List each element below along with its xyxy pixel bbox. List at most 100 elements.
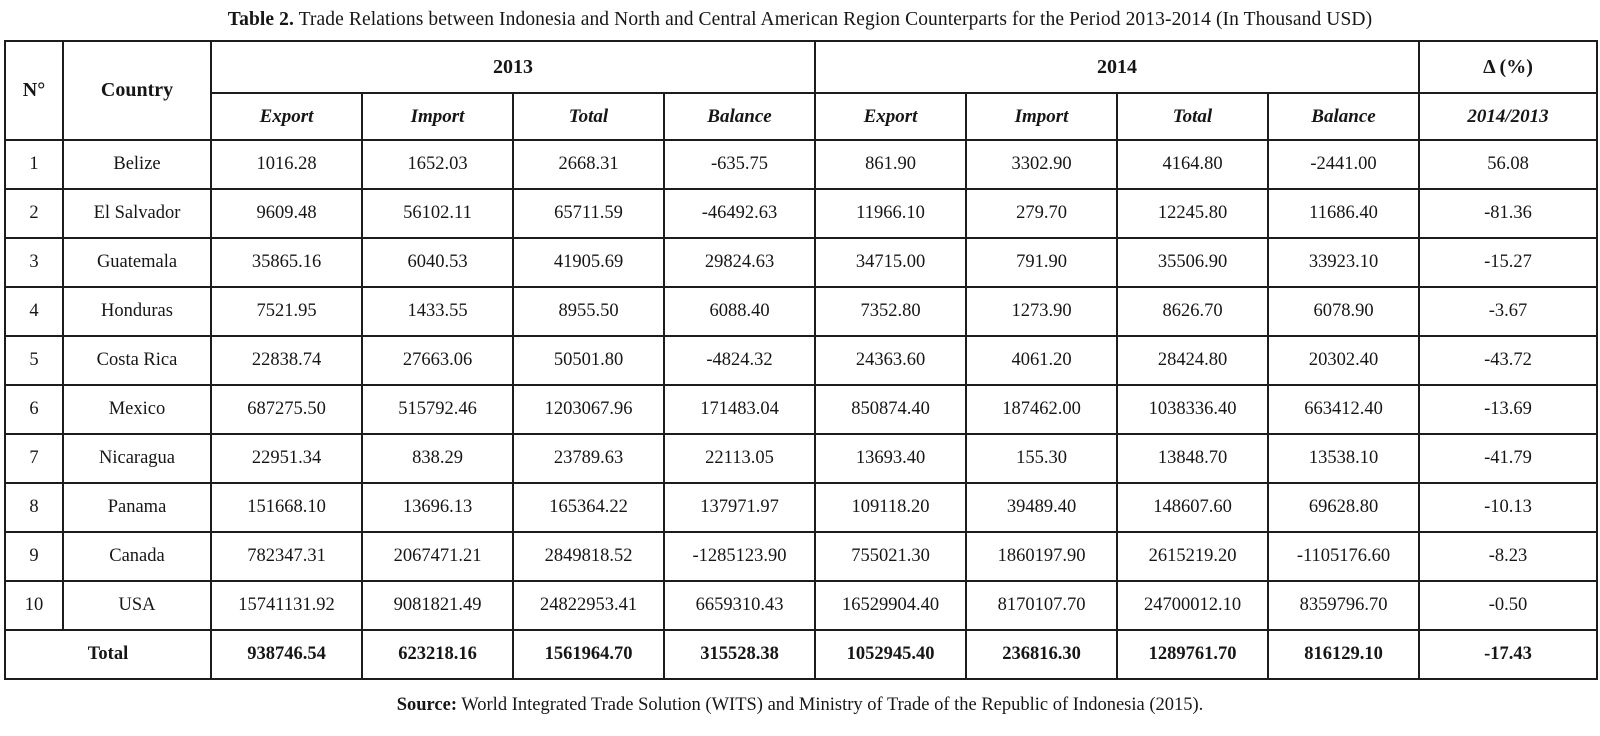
table-row: 1 Belize 1016.28 1652.03 2668.31 -635.75…	[4, 139, 1598, 190]
value-cell: 1652.03	[361, 139, 514, 190]
value-cell: 13848.70	[1116, 433, 1269, 484]
table-row: 8 Panama 151668.10 13696.13 165364.22 13…	[4, 482, 1598, 533]
value-cell: 1273.90	[965, 286, 1118, 337]
value-cell: 34715.00	[814, 237, 967, 288]
value-cell: -0.50	[1418, 580, 1598, 631]
value-cell: 22113.05	[663, 433, 816, 484]
total-value-cell: 1289761.70	[1116, 629, 1269, 680]
value-cell: 791.90	[965, 237, 1118, 288]
value-cell: 279.70	[965, 188, 1118, 239]
total-value-cell: 315528.38	[663, 629, 816, 680]
value-cell: 35506.90	[1116, 237, 1269, 288]
country-cell: USA	[62, 580, 212, 631]
value-cell: -1285123.90	[663, 531, 816, 582]
total-label-cell: Total	[4, 629, 212, 680]
source-note: Source: World Integrated Trade Solution …	[4, 680, 1596, 716]
row-number-cell: 7	[4, 433, 64, 484]
value-cell: 13693.40	[814, 433, 967, 484]
value-cell: 56102.11	[361, 188, 514, 239]
total-value-cell: 236816.30	[965, 629, 1118, 680]
source-label: Source:	[396, 695, 457, 715]
header-year-2014: 2014	[814, 40, 1420, 94]
value-cell: 20302.40	[1267, 335, 1420, 386]
value-cell: 109118.20	[814, 482, 967, 533]
value-cell: 151668.10	[210, 482, 363, 533]
row-number-cell: 1	[4, 139, 64, 190]
value-cell: 15741131.92	[210, 580, 363, 631]
row-number-cell: 3	[4, 237, 64, 288]
total-row: Total 938746.54 623218.16 1561964.70 315…	[4, 629, 1598, 680]
country-cell: Panama	[62, 482, 212, 533]
value-cell: 24700012.10	[1116, 580, 1269, 631]
header-2013-import: Import	[361, 92, 514, 141]
value-cell: 56.08	[1418, 139, 1598, 190]
value-cell: 1860197.90	[965, 531, 1118, 582]
header-2013-balance: Balance	[663, 92, 816, 141]
value-cell: 7352.80	[814, 286, 967, 337]
value-cell: 69628.80	[1267, 482, 1420, 533]
value-cell: 155.30	[965, 433, 1118, 484]
value-cell: 6088.40	[663, 286, 816, 337]
total-value-cell: 1052945.40	[814, 629, 967, 680]
value-cell: 8170107.70	[965, 580, 1118, 631]
value-cell: 755021.30	[814, 531, 967, 582]
header-row-years: N° Country 2013 2014 Δ (%)	[4, 40, 1598, 141]
row-number-cell: 4	[4, 286, 64, 337]
value-cell: 24822953.41	[512, 580, 665, 631]
value-cell: 861.90	[814, 139, 967, 190]
value-cell: 28424.80	[1116, 335, 1269, 386]
header-2013-total: Total	[512, 92, 665, 141]
value-cell: -635.75	[663, 139, 816, 190]
value-cell: 8626.70	[1116, 286, 1269, 337]
value-cell: -2441.00	[1267, 139, 1420, 190]
value-cell: -15.27	[1418, 237, 1598, 288]
row-number-cell: 10	[4, 580, 64, 631]
total-value-cell: -17.43	[1418, 629, 1598, 680]
value-cell: 148607.60	[1116, 482, 1269, 533]
row-number-cell: 9	[4, 531, 64, 582]
value-cell: 2668.31	[512, 139, 665, 190]
value-cell: 11966.10	[814, 188, 967, 239]
table-caption-label: Table 2.	[227, 9, 294, 30]
value-cell: 663412.40	[1267, 384, 1420, 435]
value-cell: 35865.16	[210, 237, 363, 288]
value-cell: 4164.80	[1116, 139, 1269, 190]
row-number-cell: 2	[4, 188, 64, 239]
value-cell: 687275.50	[210, 384, 363, 435]
table-row: 2 El Salvador 9609.48 56102.11 65711.59 …	[4, 188, 1598, 239]
value-cell: 23789.63	[512, 433, 665, 484]
total-value-cell: 623218.16	[361, 629, 514, 680]
value-cell: 27663.06	[361, 335, 514, 386]
country-cell: Costa Rica	[62, 335, 212, 386]
source-text: World Integrated Trade Solution (WITS) a…	[457, 695, 1204, 715]
country-cell: Canada	[62, 531, 212, 582]
value-cell: 11686.40	[1267, 188, 1420, 239]
total-value-cell: 938746.54	[210, 629, 363, 680]
value-cell: -1105176.60	[1267, 531, 1420, 582]
value-cell: 22951.34	[210, 433, 363, 484]
value-cell: 171483.04	[663, 384, 816, 435]
table-row: 9 Canada 782347.31 2067471.21 2849818.52…	[4, 531, 1598, 582]
value-cell: 50501.80	[512, 335, 665, 386]
header-delta-ratio: 2014/2013	[1418, 92, 1598, 141]
header-2014-balance: Balance	[1267, 92, 1420, 141]
value-cell: 1016.28	[210, 139, 363, 190]
value-cell: 12245.80	[1116, 188, 1269, 239]
value-cell: -43.72	[1418, 335, 1598, 386]
value-cell: 1203067.96	[512, 384, 665, 435]
value-cell: 6078.90	[1267, 286, 1420, 337]
value-cell: 6040.53	[361, 237, 514, 288]
table-row: 10 USA 15741131.92 9081821.49 24822953.4…	[4, 580, 1598, 631]
value-cell: -13.69	[1418, 384, 1598, 435]
value-cell: -3.67	[1418, 286, 1598, 337]
value-cell: 515792.46	[361, 384, 514, 435]
country-cell: Belize	[62, 139, 212, 190]
total-value-cell: 1561964.70	[512, 629, 665, 680]
value-cell: 9081821.49	[361, 580, 514, 631]
value-cell: 165364.22	[512, 482, 665, 533]
value-cell: 850874.40	[814, 384, 967, 435]
header-2014-export: Export	[814, 92, 967, 141]
value-cell: 33923.10	[1267, 237, 1420, 288]
value-cell: -10.13	[1418, 482, 1598, 533]
header-number: N°	[4, 40, 64, 141]
